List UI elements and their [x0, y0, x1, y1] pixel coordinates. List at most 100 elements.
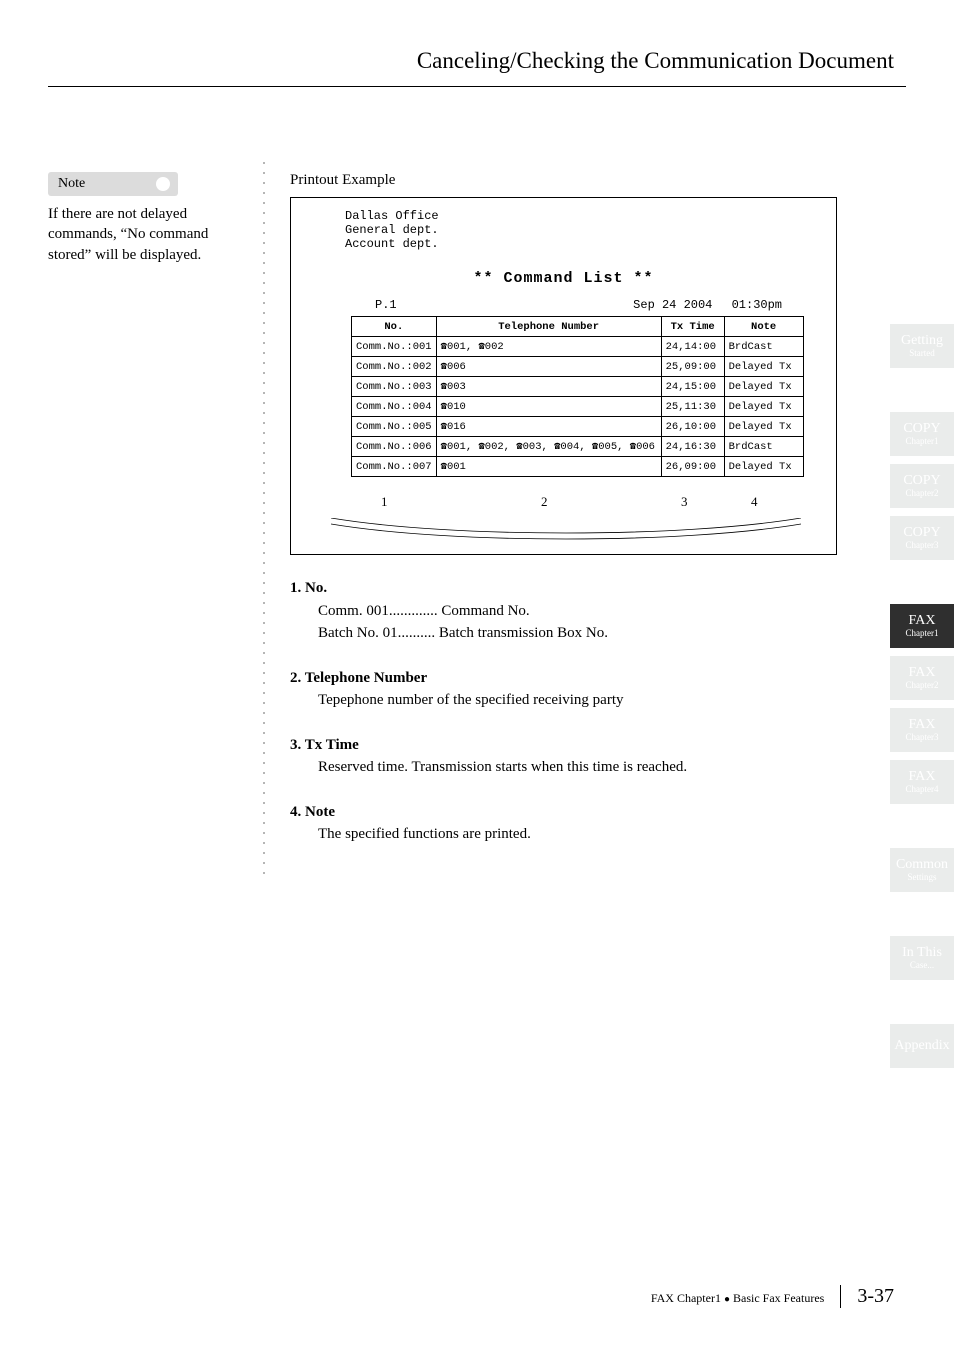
tab-spacer — [890, 900, 954, 928]
section-line: Batch No. 01.......... Batch transmissio… — [290, 622, 835, 645]
page-header-title: Canceling/Checking the Communication Doc… — [350, 48, 894, 74]
chapter-tab[interactable]: CommonSettings — [890, 848, 954, 892]
table-cell: ☎001, ☎002, ☎003, ☎004, ☎005, ☎006 — [436, 437, 661, 457]
tab-label-main: Common — [890, 857, 954, 872]
section-heading: 3. Tx Time — [290, 734, 835, 757]
tab-label-sub: Started — [890, 349, 954, 359]
chapter-tab[interactable]: COPYChapter1 — [890, 412, 954, 456]
table-cell: 26,09:00 — [661, 457, 724, 477]
table-cell: Comm.No.:004 — [352, 397, 437, 417]
header-rule — [48, 86, 906, 87]
table-cell: 26,10:00 — [661, 417, 724, 437]
col-header-no: No. — [352, 317, 437, 337]
printout-header-lines: Dallas Office General dept. Account dept… — [345, 210, 439, 251]
printout-header-line: Dallas Office — [345, 210, 439, 224]
chapter-tab[interactable]: FAXChapter1 — [890, 604, 954, 648]
section-line: Comm. 001............. Command No. — [290, 600, 835, 623]
table-cell: BrdCast — [724, 337, 803, 357]
chapter-tab[interactable]: FAXChapter3 — [890, 708, 954, 752]
doc-section: 3. Tx TimeReserved time. Transmission st… — [290, 734, 835, 779]
printout-title: ** Command List ** — [291, 270, 836, 287]
table-cell: ☎006 — [436, 357, 661, 377]
doc-section: 2. Telephone NumberTepephone number of t… — [290, 667, 835, 712]
section-line: Tepephone number of the specified receiv… — [290, 689, 835, 712]
table-cell: 24,14:00 — [661, 337, 724, 357]
printout-caption: Printout Example — [290, 172, 835, 189]
tab-label-main: COPY — [890, 525, 954, 540]
note-pill: Note — [48, 172, 178, 196]
line-right: Command No. — [441, 603, 529, 619]
tab-label-main: FAX — [890, 665, 954, 680]
table-row: Comm.No.:001☎001, ☎00224,14:00BrdCast — [352, 337, 804, 357]
note-pill-label: Note — [48, 176, 85, 192]
table-cell: 24,16:30 — [661, 437, 724, 457]
tab-label-sub: Chapter1 — [890, 437, 954, 447]
table-cell: ☎001, ☎002 — [436, 337, 661, 357]
section-heading: 2. Telephone Number — [290, 667, 835, 690]
table-row: Comm.No.:007☎00126,09:00Delayed Tx — [352, 457, 804, 477]
table-cell: Comm.No.:003 — [352, 377, 437, 397]
column-marker: 3 — [681, 494, 688, 510]
tab-label-sub: Chapter3 — [890, 541, 954, 551]
chapter-tab[interactable]: COPYChapter2 — [890, 464, 954, 508]
table-cell: Delayed Tx — [724, 397, 803, 417]
tab-label-sub: Chapter2 — [890, 681, 954, 691]
chapter-tab[interactable]: COPYChapter3 — [890, 516, 954, 560]
table-cell: Delayed Tx — [724, 417, 803, 437]
chapter-tab[interactable]: GettingStarted — [890, 324, 954, 368]
chapter-tab[interactable]: Appendix — [890, 1024, 954, 1068]
footer-subchapter: Basic Fax Features — [733, 1291, 824, 1305]
table-cell: Delayed Tx — [724, 377, 803, 397]
command-list-table: No. Telephone Number Tx Time Note Comm.N… — [351, 316, 804, 477]
doc-section: 1. No.Comm. 001............. Command No.… — [290, 577, 835, 645]
tab-label-main: COPY — [890, 473, 954, 488]
line-dots: ............. — [389, 603, 438, 619]
tab-label-main: FAX — [890, 717, 954, 732]
table-row: Comm.No.:002☎00625,09:00Delayed Tx — [352, 357, 804, 377]
table-cell: Comm.No.:007 — [352, 457, 437, 477]
note-body-text: If there are not delayed commands, “No c… — [48, 204, 253, 265]
tab-label-main: Appendix — [890, 1038, 954, 1053]
note-pill-circle-icon — [156, 177, 170, 191]
chapter-tab-rail: GettingStartedCOPYChapter1COPYChapter2CO… — [890, 324, 954, 1076]
table-cell: Comm.No.:005 — [352, 417, 437, 437]
column-marker: 1 — [381, 494, 388, 510]
col-header-tel: Telephone Number — [436, 317, 661, 337]
chapter-tab[interactable]: In ThisCase... — [890, 936, 954, 980]
printout-page-label: P.1 — [375, 298, 397, 312]
line-right: Batch transmission Box No. — [439, 625, 608, 641]
printout-header-line: General dept. — [345, 224, 439, 238]
tab-label-sub: Chapter2 — [890, 489, 954, 499]
table-cell: ☎001 — [436, 457, 661, 477]
tab-label-main: FAX — [890, 769, 954, 784]
tab-label-main: COPY — [890, 421, 954, 436]
col-header-note: Note — [724, 317, 803, 337]
table-row: Comm.No.:006☎001, ☎002, ☎003, ☎004, ☎005… — [352, 437, 804, 457]
chapter-tab[interactable]: FAXChapter4 — [890, 760, 954, 804]
table-cell: 24,15:00 — [661, 377, 724, 397]
vertical-dot-separator — [263, 158, 265, 878]
section-heading: 4. Note — [290, 801, 835, 824]
table-cell: ☎016 — [436, 417, 661, 437]
chapter-tab[interactable]: FAXChapter2 — [890, 656, 954, 700]
section-heading: 1. No. — [290, 577, 835, 600]
tab-spacer — [890, 988, 954, 1016]
tab-label-main: In This — [890, 945, 954, 960]
printout-header-line: Account dept. — [345, 238, 439, 252]
section-line: Reserved time. Transmission starts when … — [290, 756, 835, 779]
tab-label-sub: Settings — [890, 873, 954, 883]
tab-label-main: FAX — [890, 613, 954, 628]
line-left: Batch No. 01 — [318, 625, 398, 641]
table-cell: Comm.No.:001 — [352, 337, 437, 357]
tab-label-sub: Case... — [890, 961, 954, 971]
tab-label-sub: Chapter1 — [890, 629, 954, 639]
table-cell: Comm.No.:006 — [352, 437, 437, 457]
column-marker: 2 — [541, 494, 548, 510]
footer-chapter: FAX Chapter1 — [651, 1291, 721, 1305]
page-footer: FAX Chapter1 ● Basic Fax Features 3-37 — [651, 1285, 894, 1308]
curve-divider-icon — [331, 518, 801, 548]
column-marker: 4 — [751, 494, 758, 510]
line-left: Comm. 001 — [318, 603, 389, 619]
tab-spacer — [890, 812, 954, 840]
printout-datetime: Sep 24 2004 01:30pm — [633, 298, 782, 312]
